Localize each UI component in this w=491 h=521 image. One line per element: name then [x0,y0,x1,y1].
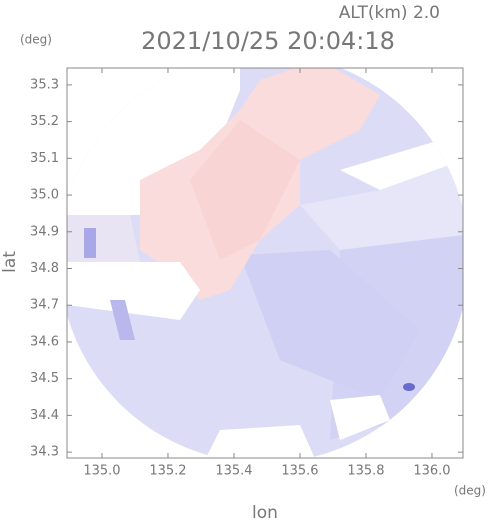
x-tick-label: 135.2 [149,464,186,479]
y-tick-label: 34.3 [30,445,59,460]
x-unit: (deg) [454,484,486,498]
y-tick-label: 35.1 [30,151,59,166]
x-tick-label: 135.6 [281,464,318,479]
x-tick-label: 135.4 [215,464,252,479]
y-tick-label: 34.7 [30,298,59,313]
y-tick-label: 34.9 [30,224,59,239]
y-tick-label: 35.2 [30,114,59,129]
x-axis-label: lon [252,503,278,521]
x-tick-label: 135.0 [83,464,120,479]
x-tick-label: 136.0 [413,464,450,479]
y-tick-label: 34.8 [30,261,59,276]
y-tick-label: 34.4 [30,408,59,423]
y-tick-label: 34.5 [30,371,59,386]
y-tick-label: 34.6 [30,334,59,349]
y-unit: (deg) [20,33,52,47]
y-tick-label: 35.3 [30,77,59,92]
altitude-label: ALT(km) 2.0 [339,3,440,23]
chart-title: 2021/10/25 20:04:18 [141,27,395,55]
y-axis-label: lat [0,251,20,273]
x-tick-label: 135.8 [347,464,384,479]
plot-frame [66,67,464,459]
y-tick-label: 35.0 [30,188,59,203]
radar-field [67,68,463,458]
